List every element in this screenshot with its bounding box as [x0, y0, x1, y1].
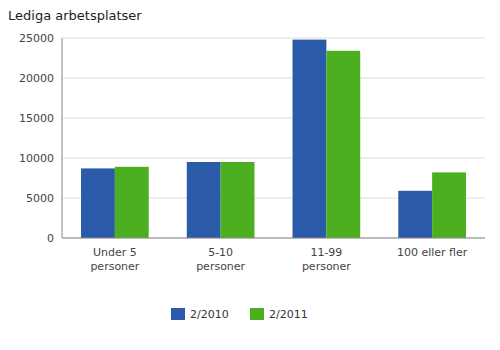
bars	[81, 40, 466, 238]
x-tick-label-line: 11-99	[310, 246, 342, 259]
x-axis	[62, 238, 485, 239]
bar	[81, 168, 115, 238]
x-tick-label-line: Under 5	[93, 246, 137, 259]
x-tick-label-line: personer	[302, 260, 351, 273]
bar	[293, 40, 327, 238]
y-tick-label: 15000	[19, 112, 54, 125]
x-tick-label-line: 5-10	[208, 246, 233, 259]
title: Lediga arbetsplatser	[8, 8, 142, 23]
x-tick-label-line: 100 eller fler	[397, 246, 468, 259]
grid-line	[62, 238, 485, 239]
legend-label: 2/2011	[269, 308, 308, 321]
legend-label: 2/2010	[190, 308, 229, 321]
y-axis	[62, 38, 63, 238]
bar	[187, 162, 221, 238]
legend-swatch	[250, 308, 264, 320]
grid-line	[62, 38, 485, 39]
bar	[432, 172, 466, 238]
grid-line	[62, 78, 485, 79]
grid-line	[62, 158, 485, 159]
x-tick-label: 11-99personer	[302, 246, 351, 273]
x-tick-label: 5-10personer	[196, 246, 245, 273]
y-tick-label: 10000	[19, 152, 54, 165]
y-tick-label: 20000	[19, 72, 54, 85]
y-tick-label: 0	[47, 232, 54, 245]
x-tick-label-line: personer	[90, 260, 139, 273]
x-tick-label: 100 eller fler	[397, 246, 468, 259]
legend: 2/2010 2/2011	[171, 308, 308, 321]
chart: Lediga arbetsplatser 0 5000 10000 15000 20000…	[0, 0, 500, 350]
x-tick-label: Under 5personer	[90, 246, 139, 273]
bar	[221, 162, 255, 238]
y-tick-label: 25000	[19, 32, 54, 45]
x-tick-label-line: personer	[196, 260, 245, 273]
bar	[115, 167, 149, 238]
y-tick-label: 5000	[26, 192, 54, 205]
grid-line	[62, 118, 485, 119]
bar	[326, 51, 360, 238]
legend-swatch	[171, 308, 185, 320]
bar	[398, 191, 432, 238]
